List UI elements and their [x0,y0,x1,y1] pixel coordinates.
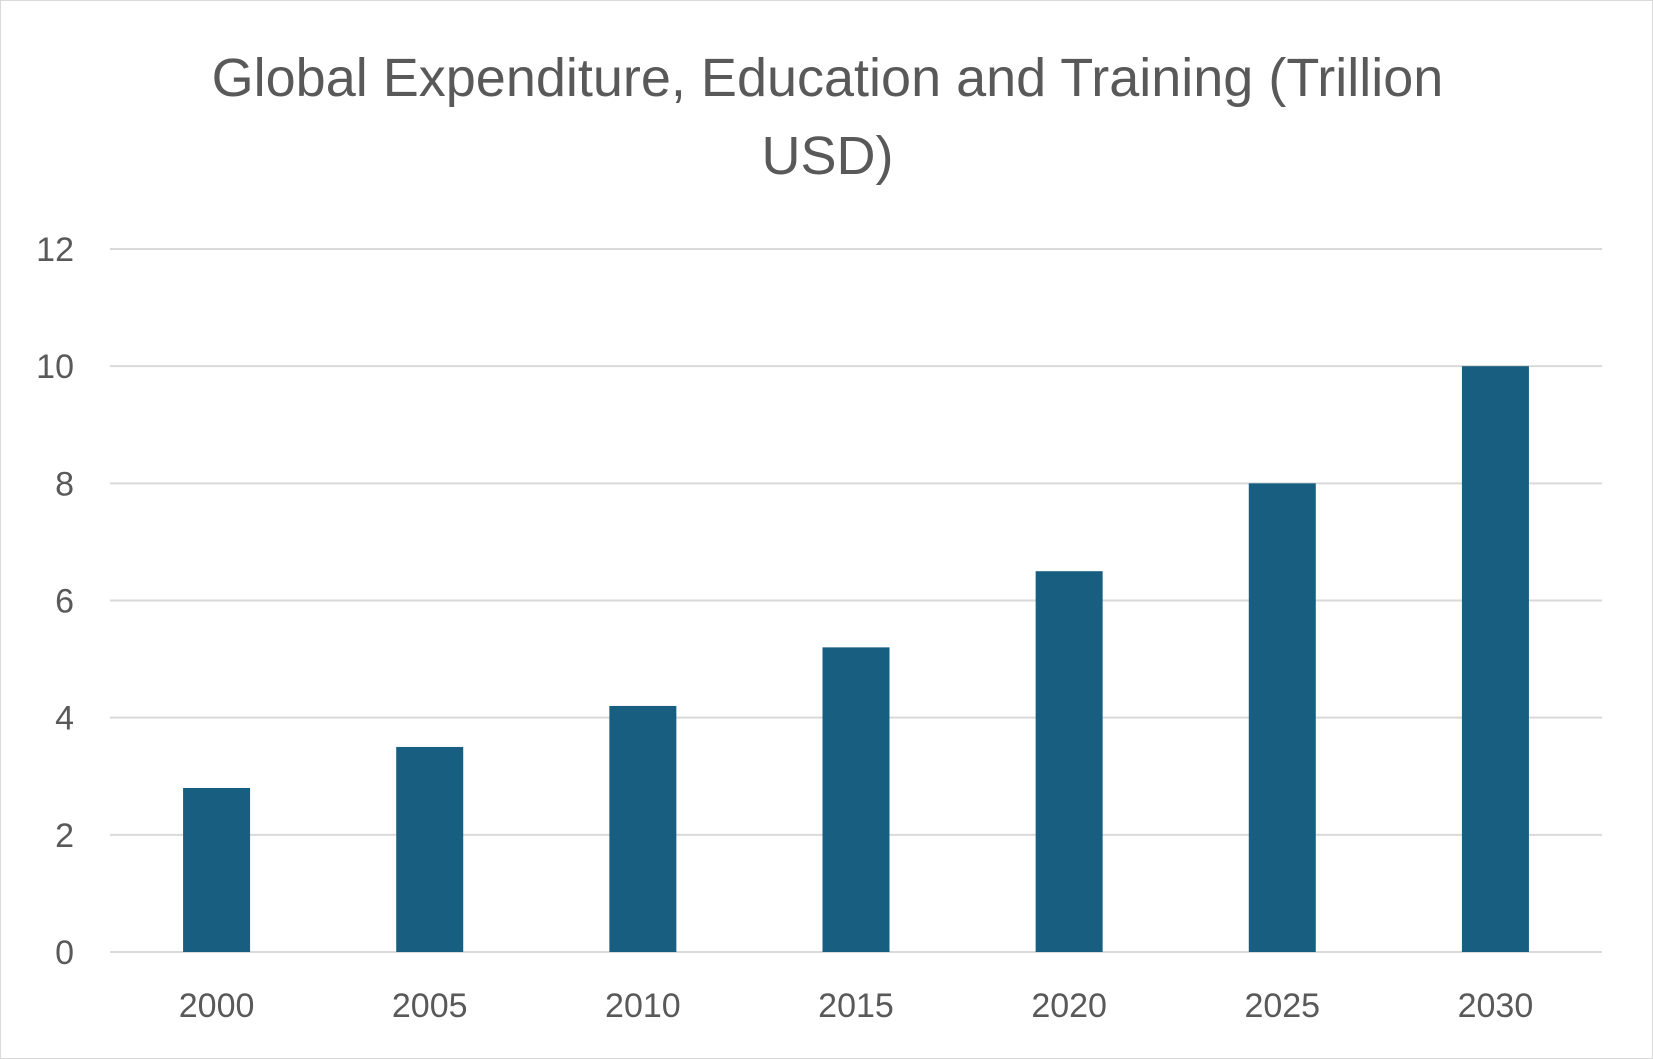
chart-title: Global Expenditure, Education and Traini… [211,48,1444,186]
y-tick-label: 12 [36,231,74,269]
bars [183,366,1529,953]
y-axis-tick-labels: 0 2 4 6 8 10 12 [36,231,74,972]
bar-2020 [1035,571,1103,952]
x-tick-label: 2030 [1458,987,1534,1025]
x-tick-label: 2005 [392,987,468,1025]
y-tick-label: 0 [55,934,74,972]
bar-2015 [822,647,890,952]
x-axis-tick-labels: 2000 2005 2010 2015 2020 2025 2030 [179,987,1533,1025]
y-tick-label: 4 [55,700,74,738]
y-tick-label: 6 [55,583,74,621]
x-tick-label: 2010 [605,987,681,1025]
bar-2005 [396,746,464,952]
x-tick-label: 2015 [818,987,894,1025]
bar-2010 [609,705,677,952]
bar-2030 [1461,366,1529,953]
bar-2000 [183,787,251,952]
bar-2025 [1248,483,1316,952]
x-tick-label: 2020 [1031,987,1107,1025]
y-tick-label: 8 [55,465,74,503]
x-tick-label: 2000 [179,987,255,1025]
y-tick-label: 10 [36,348,74,386]
x-tick-label: 2025 [1244,987,1320,1025]
y-tick-label: 2 [55,817,74,855]
